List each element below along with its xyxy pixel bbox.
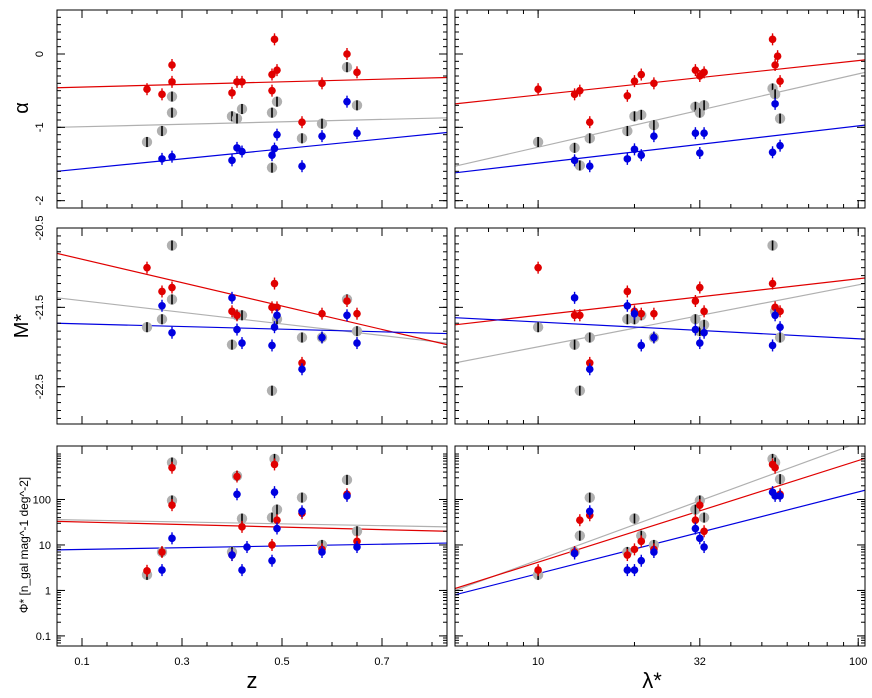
- y-ticks: 0.1 1 10 100: [33, 453, 447, 647]
- fit-line-total: [57, 297, 447, 344]
- panel-2-left: 0.1 0.3 0.5 0.7 0.1 1 10 100: [33, 445, 448, 668]
- panel-frame: [56, 445, 448, 647]
- x-tick-label: 0.5: [274, 656, 289, 668]
- fit-lines: [57, 76, 447, 172]
- panel-frame: [454, 9, 866, 209]
- fit-line-total: [57, 117, 447, 128]
- ylabel-phistar: Φ* [n_gal mag^-1 deg^-2]: [17, 477, 31, 613]
- points: [141, 33, 363, 173]
- y-tick-label: 10: [39, 540, 51, 552]
- fit-lines: [57, 519, 447, 551]
- panel-1-left: -20.5 -21.5 -22.5: [34, 215, 448, 425]
- points: [141, 240, 363, 396]
- fit-line-total: [455, 446, 852, 591]
- panel-frame: [56, 227, 448, 425]
- y-ticks: [455, 9, 865, 209]
- fit-line-red: [57, 76, 447, 89]
- x-tick-label: 0.7: [374, 656, 389, 668]
- fit-lines: [455, 446, 865, 596]
- fit-line-blue: [455, 489, 865, 596]
- panel-frame: [56, 9, 448, 209]
- y-tick-label: 0: [34, 51, 46, 57]
- y-tick-label: -2: [34, 196, 46, 206]
- panel-0-left: 0 -1 -2: [34, 9, 448, 209]
- x-ticks: [466, 228, 859, 424]
- panel-2-right: 10 32 100: [454, 445, 867, 668]
- x-ticks: 10 32 100: [466, 446, 867, 668]
- fit-line-total: [57, 519, 447, 528]
- points: [141, 453, 363, 581]
- ylabel-alpha: α: [11, 102, 33, 114]
- xlabel-lambda: λ*: [642, 668, 662, 693]
- xlabel-z: z: [247, 668, 258, 693]
- panel-frame: [454, 445, 866, 647]
- panel-layer: 0-1-2-20.5-21.5-22.50.1 0.3 0.5 0.70.111010…: [33, 9, 867, 668]
- ylabel-mstar: M*: [11, 314, 33, 339]
- fit-line-blue: [455, 124, 865, 174]
- fit-line-red: [57, 252, 447, 346]
- y-tick-label: 0.1: [36, 631, 51, 643]
- x-ticks: 0.1 0.3 0.5 0.7: [56, 446, 433, 668]
- y-tick-label: -20.5: [34, 215, 46, 240]
- panel-frame: [454, 227, 866, 425]
- x-tick-label: 10: [532, 656, 544, 668]
- fit-line-red: [455, 457, 865, 590]
- points: [532, 33, 786, 173]
- x-ticks: [56, 10, 433, 208]
- fit-lines: [57, 252, 447, 346]
- y-tick-label: -22.5: [34, 374, 46, 399]
- x-tick-label: 0.1: [74, 656, 89, 668]
- points: [532, 453, 786, 581]
- fit-line-blue: [57, 131, 447, 172]
- fit-line-blue: [57, 322, 447, 335]
- fit-line-blue: [455, 317, 865, 340]
- fit-line-red: [57, 520, 447, 532]
- fit-line-red: [455, 59, 865, 105]
- fit-line-red: [455, 277, 865, 326]
- y-tick-label: 1: [45, 585, 51, 597]
- y-tick-label: -1: [34, 122, 46, 132]
- x-tick-label: 0.3: [174, 656, 189, 668]
- y-tick-label: 100: [33, 494, 51, 506]
- y-ticks: -20.5 -21.5 -22.5: [34, 215, 447, 419]
- x-ticks: [56, 228, 433, 424]
- y-ticks: 0 -1 -2: [34, 9, 447, 209]
- fit-line-total: [455, 282, 865, 364]
- x-tick-label: 32: [694, 656, 706, 668]
- fit-line-total: [455, 71, 865, 167]
- fit-lines: [455, 277, 865, 364]
- y-tick-label: -21.5: [34, 295, 46, 320]
- fit-lines: [455, 59, 865, 174]
- x-ticks: [466, 10, 859, 208]
- fit-line-blue: [57, 542, 447, 551]
- x-tick-label: 100: [849, 656, 867, 668]
- y-ticks: [455, 227, 865, 419]
- points: [532, 240, 786, 396]
- y-ticks: [455, 453, 865, 647]
- panel-0-right: [454, 9, 866, 209]
- panel-1-right: [454, 227, 866, 425]
